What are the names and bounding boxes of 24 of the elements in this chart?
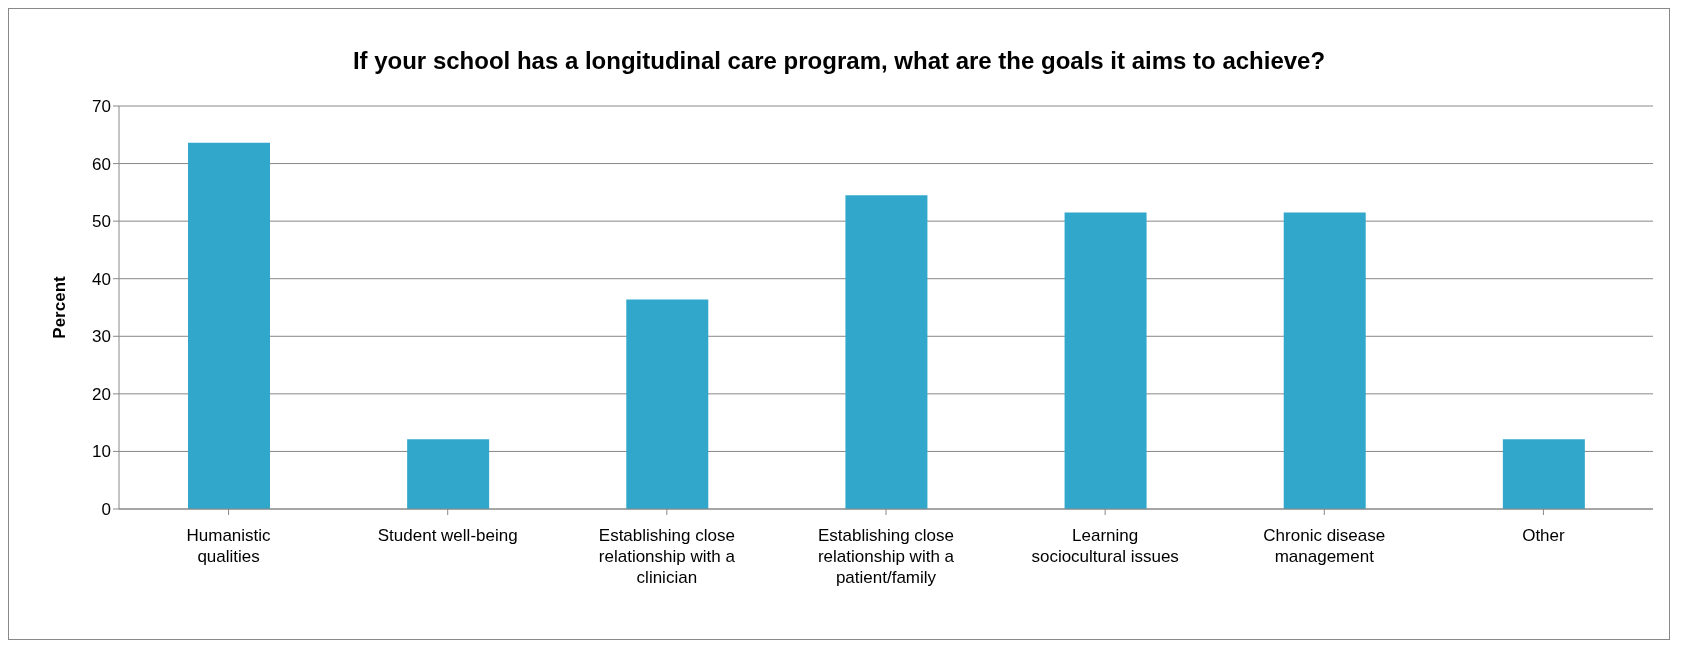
y-tick-label: 40 bbox=[92, 269, 111, 289]
bar bbox=[1502, 439, 1585, 509]
y-tick-label: 50 bbox=[92, 212, 111, 232]
bar bbox=[1283, 212, 1366, 509]
x-tick-label: Learning sociocultural issues bbox=[1031, 526, 1179, 566]
x-tick-label: Chronic disease management bbox=[1263, 526, 1386, 566]
y-tick-label: 0 bbox=[101, 500, 111, 520]
x-tick-label: Establishing close relationship with a clinician bbox=[598, 526, 736, 587]
bar bbox=[188, 142, 270, 509]
x-tick-label: Other bbox=[1522, 526, 1566, 545]
bar bbox=[1064, 212, 1147, 509]
x-tick-label: Student well-being bbox=[377, 526, 518, 545]
x-tick-label: Humanistic qualities bbox=[186, 526, 272, 566]
chart-title: If your school has a longitudinal care program, what are the goals it aims to achieve? bbox=[351, 47, 1327, 75]
y-tick-label: 20 bbox=[92, 384, 111, 404]
bar bbox=[626, 299, 709, 509]
y-tick-label: 70 bbox=[92, 97, 111, 117]
bar bbox=[845, 195, 928, 509]
x-tick-label: Establishing close relationship with a patient/family bbox=[817, 526, 955, 587]
y-tick-label: 30 bbox=[92, 327, 111, 347]
y-axis-title: Percent bbox=[50, 275, 70, 339]
bar bbox=[407, 439, 490, 509]
y-tick-label: 60 bbox=[92, 154, 111, 174]
y-tick-label: 10 bbox=[92, 442, 111, 462]
